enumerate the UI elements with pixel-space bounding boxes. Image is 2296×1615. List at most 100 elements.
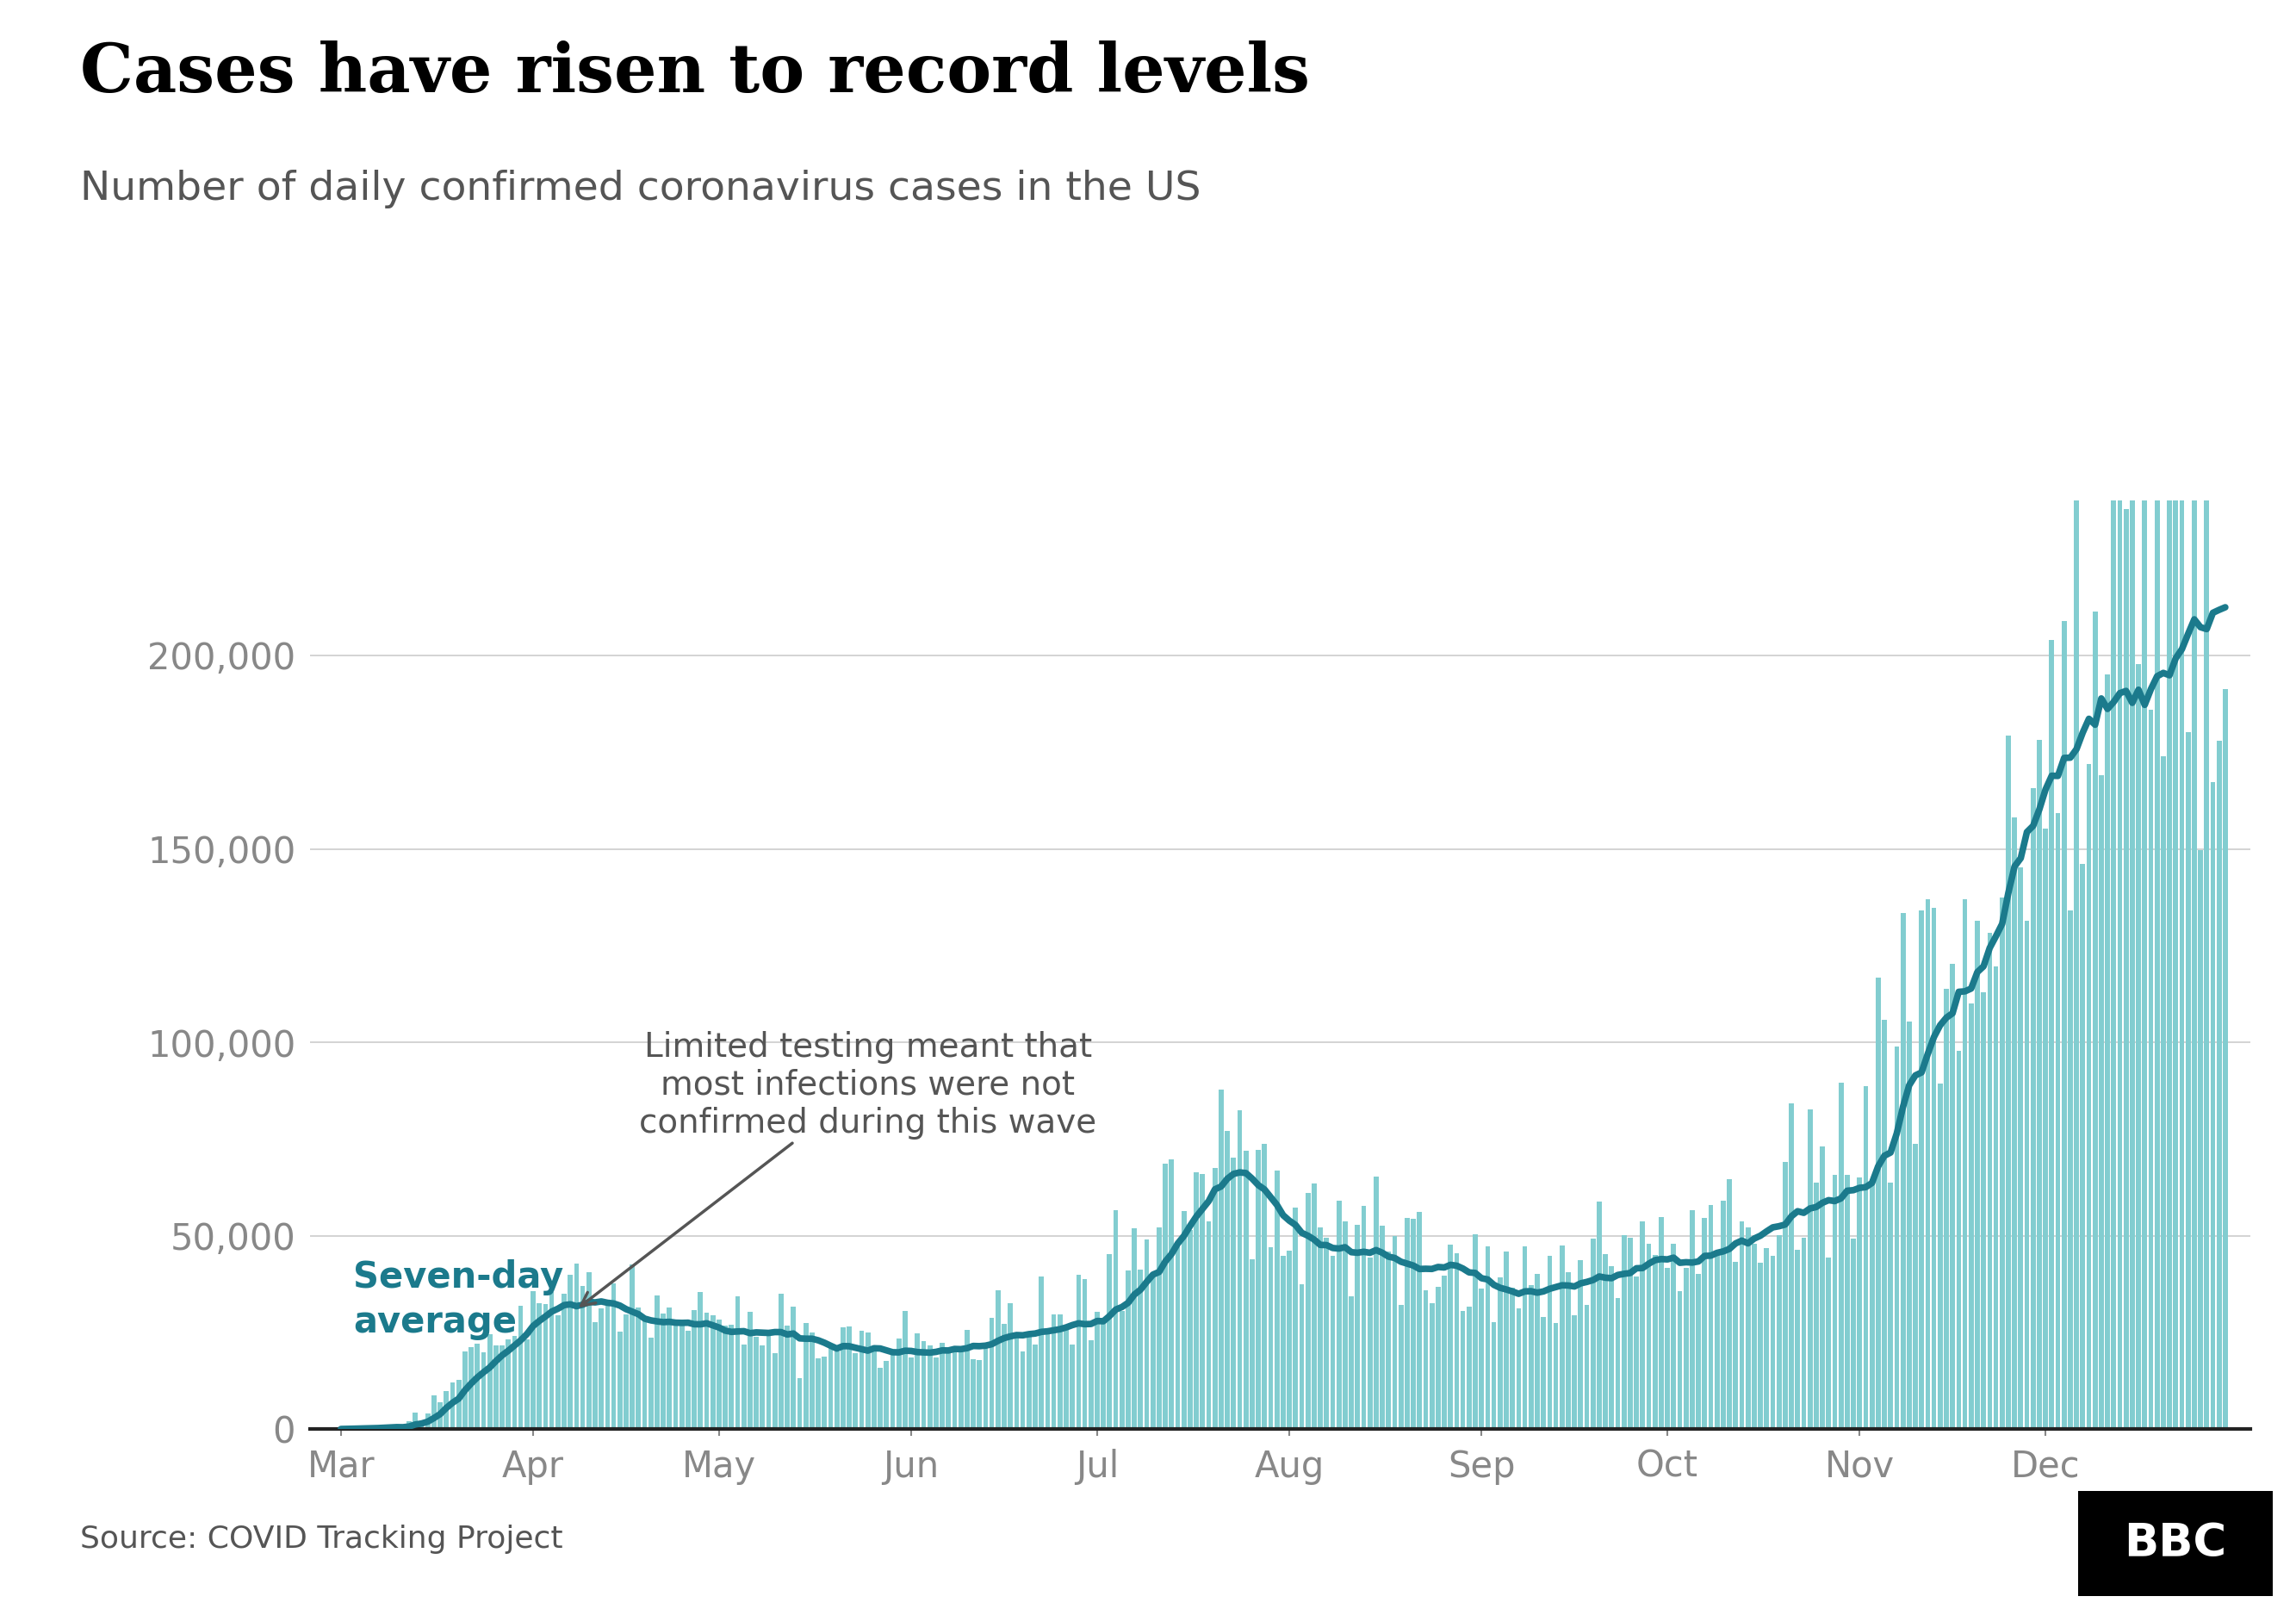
Bar <box>2131 447 2135 1429</box>
Bar <box>1938 1084 1942 1429</box>
Bar <box>1026 1334 1031 1429</box>
Bar <box>2142 464 2147 1429</box>
Bar <box>748 1311 753 1429</box>
Bar <box>1015 1334 1019 1429</box>
Bar <box>1795 1250 1800 1429</box>
Bar <box>872 1345 877 1429</box>
Bar <box>501 1345 505 1429</box>
Bar <box>946 1353 951 1429</box>
Bar <box>735 1297 739 1429</box>
Bar <box>1740 1221 1745 1429</box>
Bar <box>581 1287 585 1429</box>
Bar <box>494 1345 498 1429</box>
Bar <box>425 1413 429 1429</box>
Bar <box>530 1290 535 1429</box>
Bar <box>2135 664 2140 1429</box>
Bar <box>1919 911 1924 1429</box>
Bar <box>1701 1218 1708 1429</box>
Bar <box>505 1340 510 1429</box>
Bar <box>1559 1245 1564 1429</box>
Bar <box>1219 1090 1224 1429</box>
Bar <box>1143 1240 1150 1429</box>
Text: Cases have risen to record levels: Cases have risen to record levels <box>80 40 1311 107</box>
Bar <box>1603 1255 1607 1429</box>
Bar <box>1844 1176 1851 1429</box>
Bar <box>1120 1311 1125 1429</box>
Bar <box>519 1305 523 1429</box>
Bar <box>468 1347 473 1429</box>
Bar <box>2069 911 2073 1429</box>
Bar <box>2087 764 2092 1429</box>
Bar <box>482 1352 487 1429</box>
Bar <box>983 1344 987 1429</box>
Text: Source: COVID Tracking Project: Source: COVID Tracking Project <box>80 1525 563 1554</box>
Bar <box>1281 1255 1286 1429</box>
Bar <box>1293 1208 1297 1429</box>
Bar <box>1591 1239 1596 1429</box>
Bar <box>413 1413 418 1429</box>
Bar <box>2197 849 2202 1429</box>
Bar <box>1566 1273 1570 1429</box>
Bar <box>996 1290 1001 1429</box>
Bar <box>742 1344 746 1429</box>
Bar <box>753 1337 758 1429</box>
Bar <box>563 1294 567 1429</box>
Bar <box>914 1334 921 1429</box>
Bar <box>1114 1210 1118 1429</box>
Bar <box>1318 1227 1322 1429</box>
Bar <box>574 1265 579 1429</box>
Bar <box>1554 1323 1559 1429</box>
Bar <box>2092 612 2099 1429</box>
Bar <box>1139 1269 1143 1429</box>
Bar <box>1857 1177 1862 1429</box>
Bar <box>1584 1305 1589 1429</box>
Bar <box>1628 1239 1632 1429</box>
Bar <box>1931 908 1936 1429</box>
Bar <box>1752 1244 1756 1429</box>
Bar <box>636 1307 641 1429</box>
Bar <box>1205 1221 1212 1429</box>
Bar <box>847 1326 852 1429</box>
Bar <box>790 1307 797 1429</box>
Bar <box>1306 1193 1311 1429</box>
Bar <box>1690 1211 1694 1429</box>
Bar <box>363 1428 367 1429</box>
Bar <box>1720 1202 1727 1429</box>
Bar <box>585 1273 592 1429</box>
Bar <box>1616 1298 1621 1429</box>
Bar <box>840 1328 845 1429</box>
Bar <box>1708 1205 1713 1429</box>
Bar <box>778 1294 783 1429</box>
Bar <box>1504 1252 1508 1429</box>
Bar <box>2080 864 2085 1429</box>
Bar <box>1417 1211 1421 1429</box>
Bar <box>406 1421 411 1429</box>
Bar <box>567 1274 572 1429</box>
Bar <box>1274 1171 1279 1429</box>
Bar <box>1267 1247 1274 1429</box>
Bar <box>1095 1311 1100 1429</box>
Bar <box>1577 1260 1584 1429</box>
Bar <box>2050 640 2055 1429</box>
Bar <box>2216 741 2223 1429</box>
Bar <box>785 1326 790 1429</box>
Bar <box>691 1310 696 1429</box>
Bar <box>420 1423 425 1429</box>
Text: Seven-day
average: Seven-day average <box>354 1260 565 1340</box>
Bar <box>1430 1303 1435 1429</box>
Bar <box>1497 1277 1502 1429</box>
Bar <box>1238 1110 1242 1429</box>
Bar <box>1821 1147 1825 1429</box>
Bar <box>680 1324 684 1429</box>
Bar <box>381 1426 386 1429</box>
Bar <box>939 1344 944 1429</box>
Bar <box>439 1402 443 1429</box>
Bar <box>1956 1051 1961 1429</box>
Bar <box>1697 1274 1701 1429</box>
Bar <box>647 1337 654 1429</box>
Bar <box>1777 1235 1782 1429</box>
Bar <box>928 1345 932 1429</box>
Bar <box>1019 1352 1026 1429</box>
Bar <box>1825 1258 1832 1429</box>
Bar <box>1887 1182 1892 1429</box>
